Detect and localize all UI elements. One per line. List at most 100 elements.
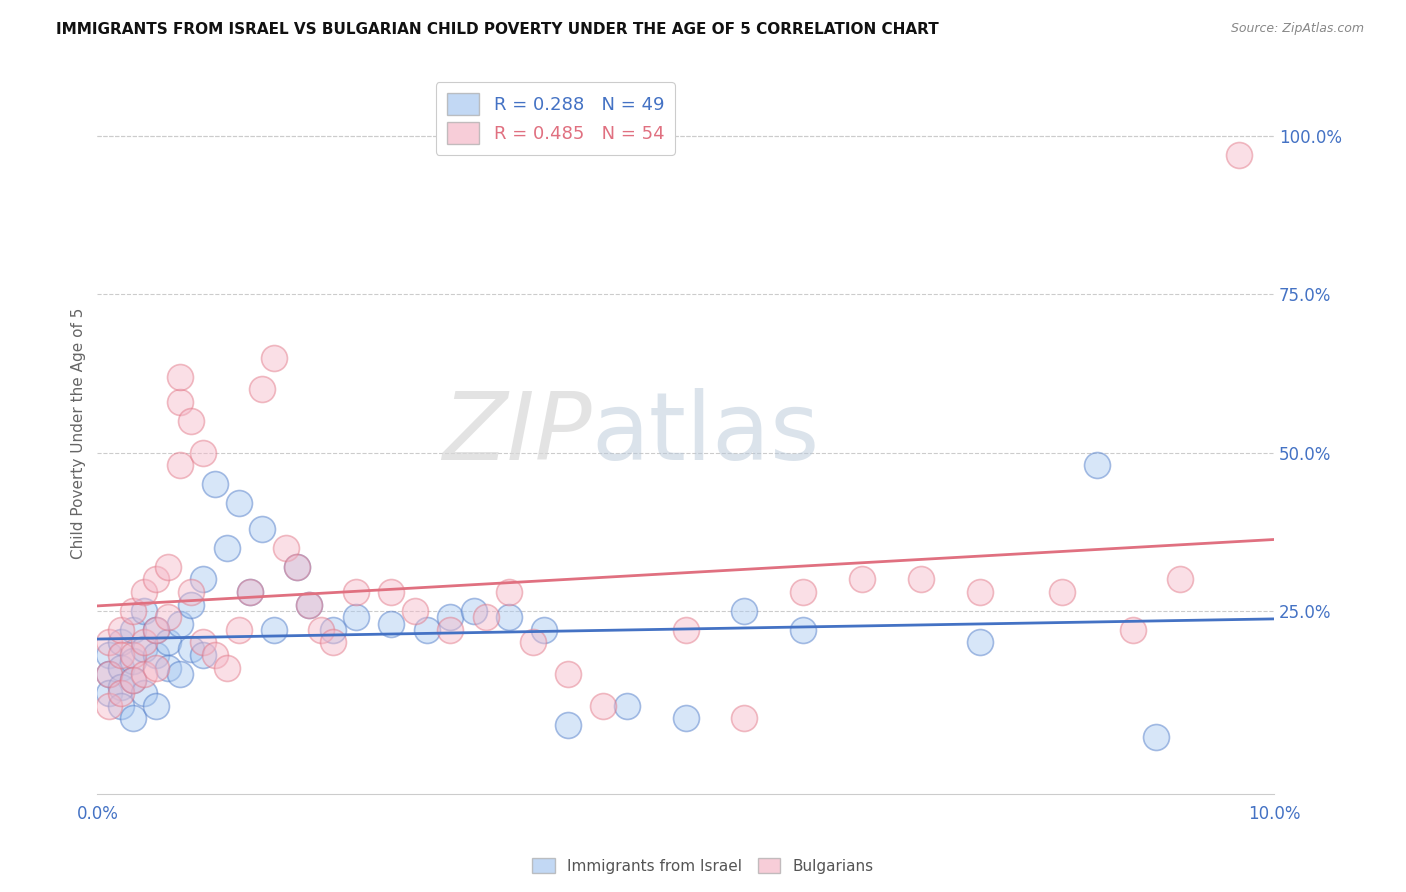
Point [910, 572, 932, 586]
Point [309, 623, 332, 637]
Point [675, 711, 697, 725]
Point [180, 585, 202, 599]
Point [98, 698, 121, 713]
Point [851, 572, 873, 586]
Point [250, 522, 273, 536]
Point [557, 667, 579, 681]
Point [110, 661, 132, 675]
Point [474, 610, 496, 624]
Point [193, 445, 215, 459]
Point [969, 585, 991, 599]
Point [145, 623, 167, 637]
Point [169, 458, 191, 473]
Point [180, 414, 202, 428]
Point [1227, 148, 1250, 162]
Point [134, 585, 156, 599]
Point [404, 604, 426, 618]
Point [792, 623, 814, 637]
Point [215, 541, 238, 555]
Point [498, 610, 520, 624]
Point [228, 623, 250, 637]
Point [439, 610, 461, 624]
Point [616, 698, 638, 713]
Point [156, 635, 179, 649]
Point [263, 623, 285, 637]
Point [250, 383, 273, 397]
Point [110, 698, 132, 713]
Point [145, 661, 167, 675]
Point [121, 673, 143, 688]
Point [134, 641, 156, 656]
Point [522, 635, 544, 649]
Point [121, 604, 143, 618]
Point [145, 698, 167, 713]
Point [98, 648, 121, 662]
Point [533, 623, 555, 637]
Point [215, 661, 238, 675]
Point [733, 604, 755, 618]
Point [557, 718, 579, 732]
Point [1122, 623, 1144, 637]
Point [121, 648, 143, 662]
Point [298, 598, 321, 612]
Point [156, 661, 179, 675]
Point [204, 648, 226, 662]
Point [498, 585, 520, 599]
Point [1050, 585, 1073, 599]
Point [134, 686, 156, 700]
Point [169, 369, 191, 384]
Point [322, 635, 344, 649]
Point [733, 711, 755, 725]
Legend: R = 0.288   N = 49, R = 0.485   N = 54: R = 0.288 N = 49, R = 0.485 N = 54 [436, 82, 675, 155]
Text: IMMIGRANTS FROM ISRAEL VS BULGARIAN CHILD POVERTY UNDER THE AGE OF 5 CORRELATION: IMMIGRANTS FROM ISRAEL VS BULGARIAN CHIL… [56, 22, 939, 37]
Point [169, 616, 191, 631]
Point [239, 585, 262, 599]
Point [1087, 458, 1109, 473]
Point [287, 559, 309, 574]
Point [204, 477, 226, 491]
Point [169, 667, 191, 681]
Point [969, 635, 991, 649]
Point [298, 598, 321, 612]
Y-axis label: Child Poverty Under the Age of 5: Child Poverty Under the Age of 5 [72, 308, 86, 559]
Text: atlas: atlas [592, 388, 820, 480]
Point [263, 351, 285, 365]
Point [98, 667, 121, 681]
Point [274, 541, 297, 555]
Point [239, 585, 262, 599]
Point [169, 395, 191, 409]
Point [1168, 572, 1191, 586]
Legend: Immigrants from Israel, Bulgarians: Immigrants from Israel, Bulgarians [526, 852, 880, 880]
Point [145, 648, 167, 662]
Point [792, 585, 814, 599]
Point [134, 635, 156, 649]
Point [344, 585, 367, 599]
Point [416, 623, 439, 637]
Point [592, 698, 614, 713]
Point [98, 667, 121, 681]
Point [193, 572, 215, 586]
Point [156, 610, 179, 624]
Point [193, 648, 215, 662]
Point [110, 623, 132, 637]
Point [180, 598, 202, 612]
Point [98, 635, 121, 649]
Point [110, 635, 132, 649]
Point [380, 585, 402, 599]
Text: ZIP: ZIP [441, 388, 592, 479]
Point [110, 648, 132, 662]
Point [121, 673, 143, 688]
Point [110, 680, 132, 694]
Point [134, 604, 156, 618]
Point [156, 559, 179, 574]
Point [98, 686, 121, 700]
Point [134, 667, 156, 681]
Point [110, 686, 132, 700]
Point [287, 559, 309, 574]
Point [675, 623, 697, 637]
Point [463, 604, 485, 618]
Point [145, 623, 167, 637]
Point [145, 572, 167, 586]
Point [121, 623, 143, 637]
Point [439, 623, 461, 637]
